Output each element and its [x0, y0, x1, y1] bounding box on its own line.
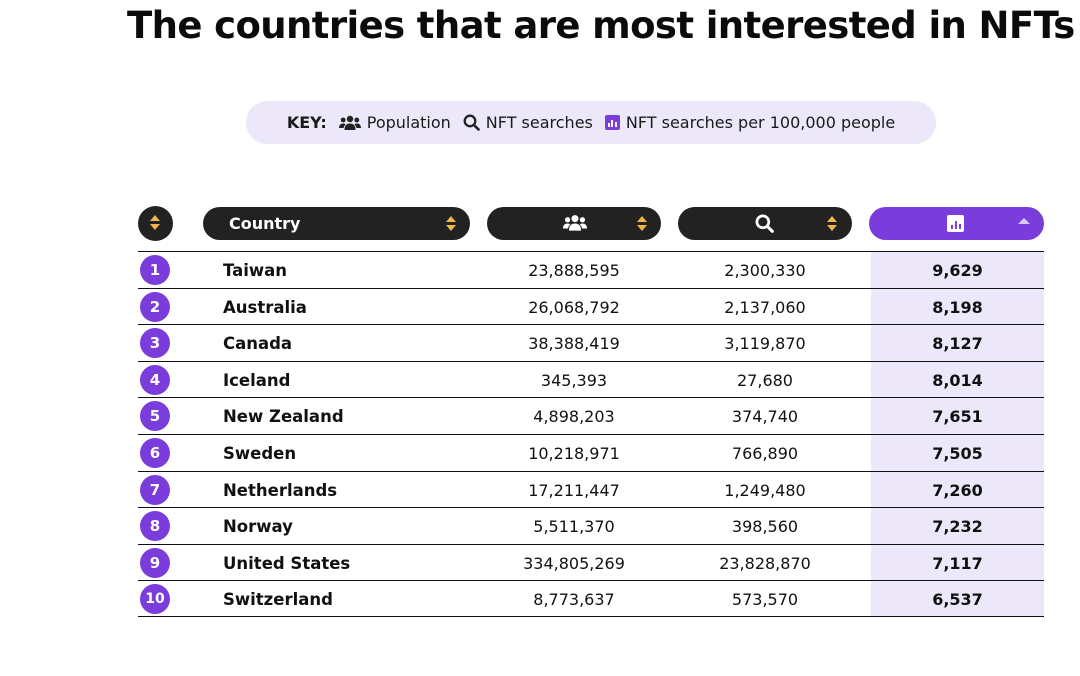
table-row: 6 Sweden 10,218,971 766,890 7,505: [138, 433, 1044, 471]
population-value: 23,888,595: [528, 261, 620, 280]
country-name: Netherlands: [223, 480, 338, 500]
search-icon: [755, 214, 774, 233]
searches-value: 23,828,870: [719, 553, 811, 573]
rank-badge: 5: [140, 401, 170, 432]
country-name: Taiwan: [223, 261, 288, 280]
rank-badge: 7: [140, 474, 170, 505]
table-row: 5 New Zealand 4,898,203 374,740 7,651: [138, 397, 1044, 434]
table-row: 1 Taiwan 23,888,595 2,300,330 9,629: [138, 251, 1044, 288]
legend-key: KEY: Population NFT searches NFT sea: [246, 101, 936, 144]
table-row: 4 Iceland 345,393 27,680 8,014: [138, 360, 1044, 398]
page-title: The countries that are most interested i…: [127, 4, 1075, 47]
searches-value: 1,249,480: [724, 480, 806, 500]
sort-rank-button[interactable]: [138, 206, 173, 241]
population-value: 334,805,269: [523, 553, 625, 573]
population-value: 4,898,203: [533, 407, 615, 427]
table-row: 9 United States 334,805,269 23,828,870 7…: [138, 543, 1044, 581]
per-100k-value: 7,232: [932, 517, 983, 537]
population-value: 38,388,419: [528, 334, 620, 354]
rank-badge: 1: [140, 255, 170, 285]
sort-arrows-icon: [150, 215, 160, 231]
sort-arrows-icon: [446, 216, 456, 232]
search-icon: [463, 114, 480, 131]
country-name: New Zealand: [223, 407, 344, 427]
searches-value: 398,560: [731, 517, 799, 537]
key-population-label: Population: [366, 113, 451, 132]
rank-badge: 8: [140, 511, 170, 542]
key-item-population: Population: [338, 113, 451, 132]
rank-badge: 2: [140, 291, 170, 322]
population-value: 8,773,637: [533, 590, 615, 610]
table-row: 8 Norway 5,511,370 398,560 7,232: [138, 507, 1044, 544]
people-icon: [563, 214, 587, 232]
per-100k-value: 7,651: [932, 407, 983, 427]
rank-badge: 9: [140, 547, 170, 578]
country-name: Sweden: [223, 443, 297, 463]
sort-per-100k-button[interactable]: [869, 207, 1044, 240]
searches-value: 2,300,330: [724, 261, 806, 280]
population-value: 26,068,792: [528, 297, 620, 317]
sort-country-button[interactable]: Country: [203, 207, 470, 240]
per-100k-value: 8,014: [932, 370, 983, 390]
searches-value: 766,890: [731, 443, 799, 463]
population-value: 17,211,447: [528, 480, 620, 500]
per-100k-value: 7,505: [932, 443, 983, 463]
key-item-searches: NFT searches: [463, 113, 593, 132]
searches-value: 573,570: [731, 590, 799, 610]
country-name: Canada: [223, 334, 293, 354]
population-value: 10,218,971: [528, 443, 620, 463]
table-row: 10 Switzerland 8,773,637 573,570 6,537: [138, 580, 1044, 617]
table-row: 2 Australia 26,068,792 2,137,060 8,198: [138, 287, 1044, 325]
people-icon: [338, 115, 361, 131]
per-100k-value: 7,117: [932, 553, 983, 573]
rank-badge: 4: [140, 364, 170, 395]
rank-badge: 6: [140, 437, 170, 468]
rank-badge: 10: [140, 584, 170, 615]
sort-arrows-icon: [827, 216, 837, 232]
key-per-100k-label: NFT searches per 100,000 people: [625, 113, 896, 132]
ranking-table: 1 Taiwan 23,888,595 2,300,330 9,629 2 Au…: [138, 251, 1044, 617]
country-header-label: Country: [229, 214, 301, 233]
per-100k-value: 8,127: [932, 334, 983, 354]
population-value: 345,393: [540, 370, 608, 390]
sort-population-button[interactable]: [487, 207, 661, 240]
searches-value: 2,137,060: [724, 297, 806, 317]
country-name: Australia: [223, 297, 307, 317]
bar-chart-icon: [604, 115, 620, 130]
per-100k-value: 7,260: [932, 480, 983, 500]
sort-arrows-icon: [637, 216, 647, 232]
searches-value: 374,740: [731, 407, 799, 427]
country-name: Iceland: [223, 370, 291, 390]
key-item-per-100k: NFT searches per 100,000 people: [604, 113, 896, 132]
country-name: Norway: [223, 517, 293, 537]
bar-chart-icon: [947, 215, 964, 232]
searches-value: 3,119,870: [724, 334, 806, 354]
sort-ascending-icon: [1018, 218, 1030, 224]
table-row: 7 Netherlands 17,211,447 1,249,480 7,260: [138, 470, 1044, 508]
country-name: Switzerland: [223, 590, 333, 610]
population-value: 5,511,370: [533, 517, 615, 537]
sort-searches-button[interactable]: [678, 207, 852, 240]
per-100k-value: 6,537: [932, 590, 983, 610]
table-row: 3 Canada 38,388,419 3,119,870 8,127: [138, 324, 1044, 361]
per-100k-value: 9,629: [932, 261, 983, 280]
per-100k-value: 8,198: [932, 297, 983, 317]
searches-value: 27,680: [737, 370, 793, 390]
rank-badge: 3: [140, 328, 170, 359]
key-searches-label: NFT searches: [485, 113, 593, 132]
key-label: KEY:: [286, 113, 327, 132]
country-name: United States: [223, 553, 351, 573]
